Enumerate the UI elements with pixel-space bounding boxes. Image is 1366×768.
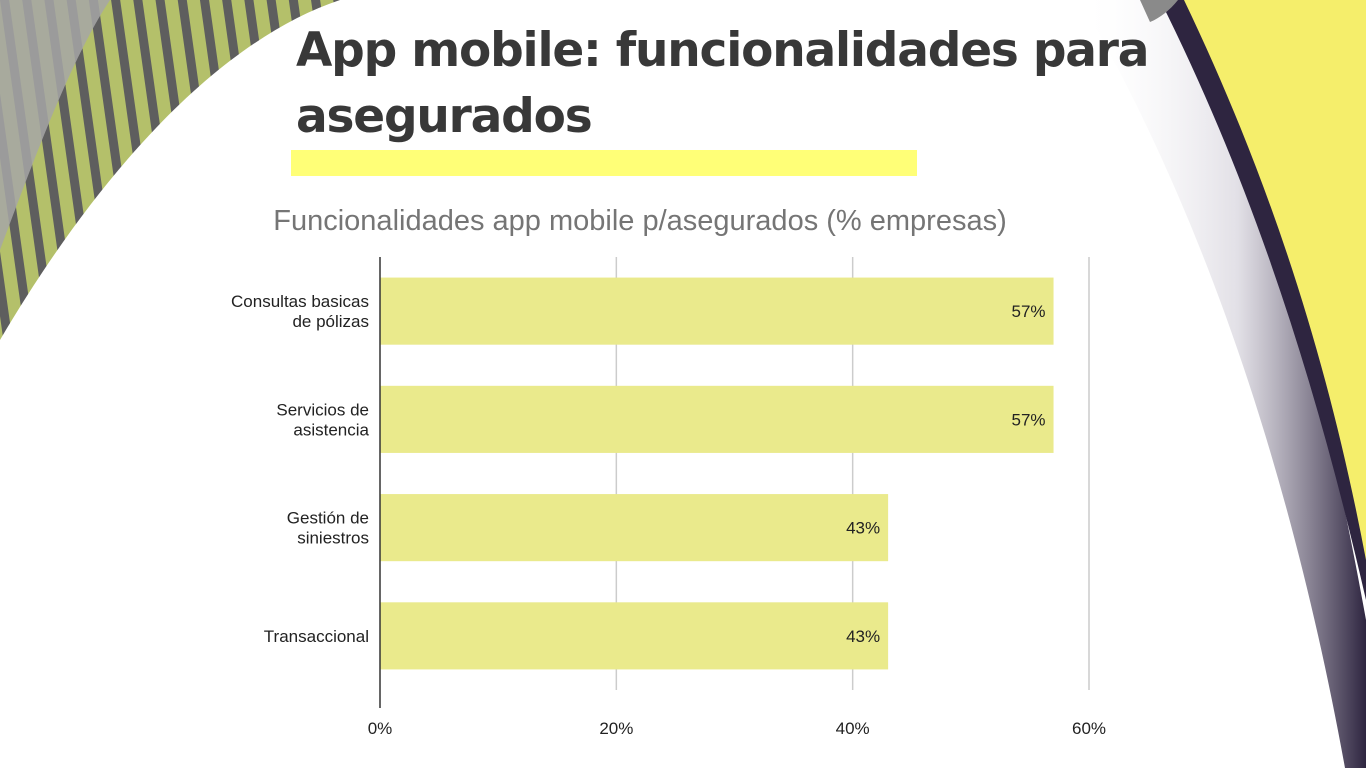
category-label: Consultas basicas de pólizas [231,292,369,331]
category-label-line: Servicios de [276,400,369,419]
bar [380,385,1054,453]
category-labels: Consultas basicas de pólizas Servicios de a… [231,292,370,646]
x-tick-label: 40% [836,719,870,738]
data-label: 43% [846,519,880,538]
left-stripe-decoration [0,0,340,340]
bar [380,494,889,562]
category-label-line: de pólizas [292,312,369,331]
category-label: Servicios de asistencia [276,400,369,439]
category-label-line: siniestros [297,529,369,548]
x-tick-label: 60% [1072,719,1106,738]
category-label-line: asistencia [293,420,369,439]
x-tick-label: 20% [599,719,633,738]
data-label: 57% [1012,410,1046,429]
bars: 57% 57% 43% 43% [380,277,1054,670]
category-label: Gestión de siniestros [287,509,369,548]
data-label: 43% [846,627,880,646]
chart-title: Funcionalidades app mobile p/asegurados … [273,205,1006,237]
category-label-line: Transaccional [264,627,369,646]
bar [380,277,1054,345]
category-label-line: Gestión de [287,509,369,528]
data-label: 57% [1012,302,1046,321]
category-label: Transaccional [264,627,369,646]
title-highlight-bar [291,150,917,176]
right-curl-decoration [1080,0,1366,768]
bar [380,602,889,670]
x-axis-ticks: 0% 20% 40% 60% [368,719,1106,738]
x-tick-label: 0% [368,719,393,738]
category-label-line: Consultas basicas [231,292,369,311]
slide-title: App mobile: funcionalidades para asegura… [296,23,1149,144]
